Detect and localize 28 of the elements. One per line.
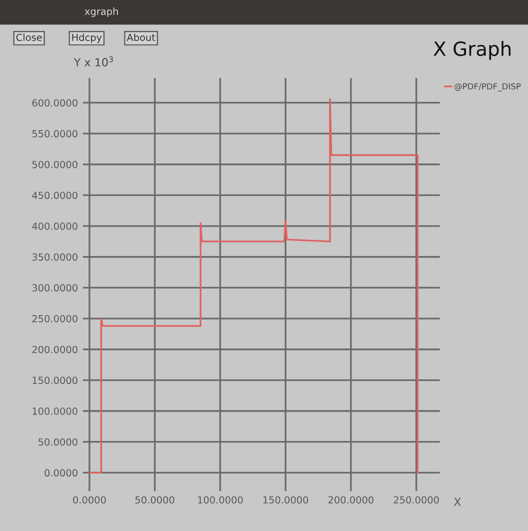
y-axis-title: Y x 10$^{3}$ bbox=[74, 56, 113, 66]
text: Close bbox=[16, 34, 42, 42]
y-tick-label: 100.0000 bbox=[32, 407, 78, 415]
text: xgraph bbox=[84, 8, 118, 17]
x-tick-label: 150.0000 bbox=[263, 496, 308, 504]
chart-title: X Graph bbox=[434, 41, 511, 60]
y-tick-label: 350.0000 bbox=[32, 253, 78, 261]
text: About bbox=[126, 34, 156, 42]
y-tick-label: 550.0000 bbox=[32, 130, 78, 138]
y-tick-label: 450.0000 bbox=[32, 192, 78, 200]
line-series bbox=[88, 98, 418, 474]
x-tick-label: 0.0000 bbox=[73, 496, 106, 504]
y-tick-label: 500.0000 bbox=[32, 160, 78, 168]
x-tick-label: 200.0000 bbox=[328, 496, 374, 504]
y-tick-label: 200.0000 bbox=[32, 346, 78, 354]
y-tick-label: 600.0000 bbox=[32, 99, 78, 107]
y-tick-label: 50.0000 bbox=[38, 438, 78, 446]
y-tick-label: 150.0000 bbox=[32, 376, 78, 384]
y-tick-label: 400.0000 bbox=[32, 222, 78, 230]
text: Hdcpy bbox=[72, 34, 102, 43]
x-tick-label: 100.0000 bbox=[198, 496, 243, 504]
x-tick-label: 50.0000 bbox=[135, 496, 174, 504]
y-tick-label: 300.0000 bbox=[32, 284, 78, 292]
x-axis-title: X bbox=[454, 498, 461, 506]
y-tick-label: 0.0000 bbox=[44, 469, 78, 477]
x-tick-label: 250.0000 bbox=[394, 496, 439, 504]
y-tick-label: 250.0000 bbox=[32, 315, 78, 322]
legend-label: @PDF/PDF_DISP bbox=[454, 83, 521, 92]
